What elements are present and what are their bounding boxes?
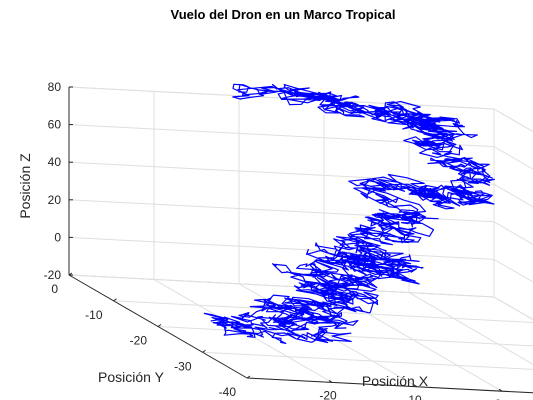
- z-tick-label: 0: [54, 230, 61, 244]
- x-axis-label: Posición X: [362, 373, 429, 389]
- z-tick-label: 60: [48, 118, 62, 132]
- y-tick-label: 0: [51, 282, 58, 296]
- floor-grid-line: [493, 296, 533, 321]
- series-line: [203, 83, 495, 344]
- wall-grid-line: [493, 296, 533, 321]
- y-tick-label: -20: [130, 334, 148, 348]
- y-tick-label: -30: [174, 359, 192, 373]
- x-tick-mark: [328, 379, 333, 383]
- x-tick-mark: [498, 388, 503, 392]
- x-tick-label: 0: [495, 397, 502, 400]
- y-axis-label: Posición Y: [98, 369, 165, 385]
- y-tick-mark: [113, 298, 117, 302]
- wall-grid-line: [493, 146, 533, 170]
- y-tick-mark: [202, 349, 206, 353]
- wall-grid-line: [493, 221, 533, 245]
- z-tick-label: 20: [48, 193, 62, 207]
- y-tick-mark: [157, 324, 162, 327]
- box-edge: [493, 296, 533, 321]
- wall-grid-line: [68, 236, 495, 260]
- z-axis-label: Posición Z: [17, 153, 33, 219]
- x-axis-line: [246, 377, 533, 394]
- x-tick-label: -20: [319, 388, 337, 400]
- y-tick-mark: [246, 375, 251, 379]
- z-tick-label: 80: [48, 80, 62, 94]
- wall-grid-line: [68, 274, 495, 298]
- chart-title: Vuelo del Dron en un Marco Tropical: [171, 7, 396, 22]
- floor-grid-line: [202, 351, 533, 370]
- y-tick-label: -10: [85, 308, 103, 322]
- wall-grid-line: [493, 183, 533, 208]
- y-tick-label: -40: [219, 385, 237, 399]
- wall-grid-line: [68, 86, 495, 110]
- x-tick-mark: [413, 384, 418, 388]
- wall-grid-line: [68, 161, 495, 185]
- plot-area: [203, 83, 495, 344]
- floor-grid-line: [113, 300, 533, 323]
- wall-grid-line: [493, 258, 533, 283]
- z-tick-label: 40: [48, 155, 62, 169]
- axes: [68, 86, 533, 394]
- x-tick-label: -10: [404, 393, 422, 400]
- box-edge: [493, 108, 533, 133]
- wall-grid-line: [493, 108, 533, 133]
- z-tick-label: -20: [44, 268, 62, 282]
